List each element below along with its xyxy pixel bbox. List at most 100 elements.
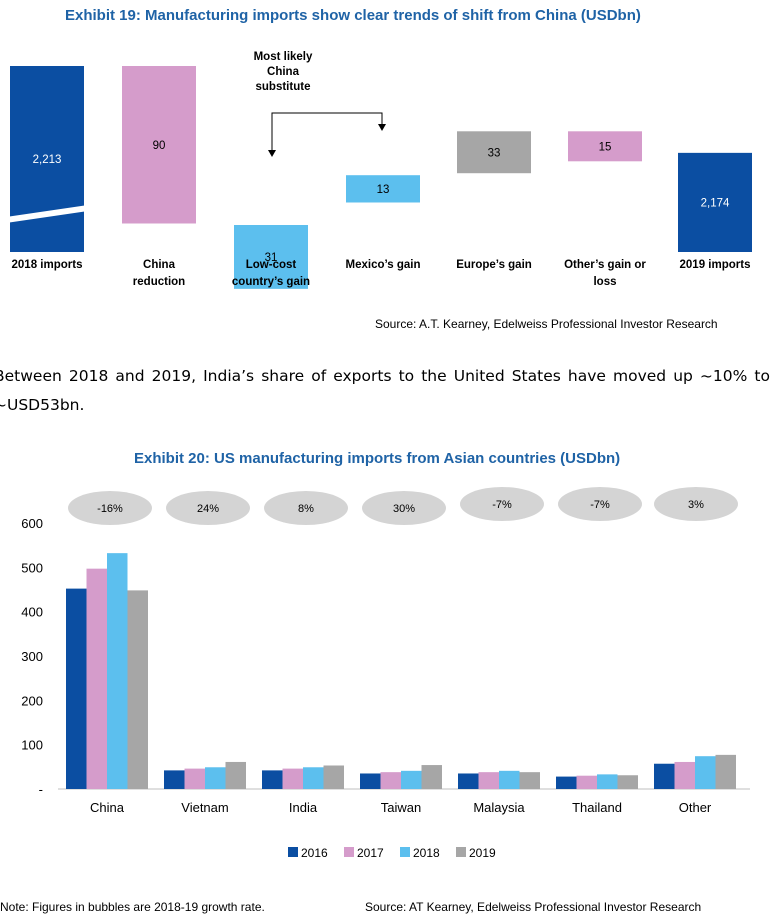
legend-swatch-2018 [400,847,410,857]
growth-bubble-label-3: 30% [393,503,415,515]
growth-bubble-label-4: -7% [492,499,512,511]
bar-other-2018 [695,756,716,789]
bar-china-2018 [107,553,128,789]
annotation-line-2: China [267,66,300,78]
waterfall-value-label-1: 90 [153,140,166,152]
waterfall-category-label-1-1: reduction [133,276,185,288]
growth-bubble-label-1: 24% [197,503,219,515]
waterfall-category-label-5-1: loss [593,276,616,288]
exhibit20-note: Note: Figures in bubbles are 2018-19 gro… [0,900,265,914]
exhibit20-title: Exhibit 20: US manufacturing imports fro… [134,450,621,467]
waterfall-category-label-6-0: 2019 imports [680,259,751,271]
waterfall-bar-5 [568,131,642,162]
bar-china-2017 [86,568,107,789]
waterfall-category-label-5-0: Other’s gain or [564,259,646,271]
bar-vietnam-2019 [225,761,246,789]
bar-malaysia-2019 [519,772,540,789]
bar-vietnam-2016 [164,770,185,789]
y-tick-label-3: 300 [21,649,43,664]
growth-bubble-label-5: -7% [590,499,610,511]
y-tick-label-4: 200 [21,693,43,708]
x-category-label-5: Thailand [572,800,622,815]
waterfall-category-label-2-1: country’s gain [232,276,310,288]
bar-vietnam-2017 [184,768,205,789]
x-category-label-2: India [289,800,318,815]
waterfall-chart: Most likely China substitute 2,213 2018 i… [6,51,752,289]
annotation-line-3: substitute [256,81,311,93]
bar-china-2016 [66,588,87,789]
bar-malaysia-2016 [458,773,479,789]
y-tick-label-2: 400 [21,605,43,620]
bar-other-2017 [674,761,695,789]
waterfall-value-label-4: 33 [488,147,501,159]
growth-bubble-0 [68,491,152,525]
waterfall-bar-2 [234,225,308,289]
bar-india-2016 [262,770,283,789]
bar-taiwan-2018 [401,770,422,789]
waterfall-value-label-3: 13 [377,184,390,196]
x-category-label-1: Vietnam [181,800,228,815]
annotation-line-1: Most likely [254,51,313,63]
bar-india-2018 [303,767,324,789]
bar-vietnam-2018 [205,767,226,789]
waterfall-bar-4 [457,131,531,174]
bar-other-2016 [654,763,675,789]
x-category-label-4: Malaysia [473,800,525,815]
y-tick-label-1: 500 [21,560,43,575]
waterfall-value-label-5: 15 [599,141,612,153]
exhibit20-source: Source: AT Kearney, Edelweiss Profession… [365,900,702,914]
growth-bubble-5 [558,487,642,521]
bar-other-2019 [715,754,736,789]
bar-thailand-2018 [597,774,618,789]
waterfall-category-label-3-0: Mexico’s gain [346,259,421,271]
y-tick-label-0: 600 [21,516,43,531]
waterfall-category-label-4-0: Europe’s gain [456,259,532,271]
y-tick-label-6: - [39,782,43,797]
waterfall-bar-1 [122,66,196,224]
bar-thailand-2016 [556,776,577,789]
substitute-arrow-head-right [378,124,386,131]
legend-swatch-2017 [344,847,354,857]
waterfall-category-label-1-0: China [143,259,176,271]
substitute-arrow-head-left [268,150,276,157]
bar-malaysia-2018 [499,770,520,789]
exhibit19-title: Exhibit 19: Manufacturing imports show c… [65,7,641,24]
substitute-arrow-line [271,112,383,155]
bar-malaysia-2017 [478,772,499,789]
bar-india-2019 [323,765,344,789]
legend-label-2018: 2018 [413,846,440,860]
legend-swatch-2019 [456,847,466,857]
body-paragraph: Between 2018 and 2019, India’s share of … [0,367,770,414]
axis-break-mark [6,205,88,223]
legend-label-2017: 2017 [357,846,384,860]
waterfall-value-label-6: 2,174 [701,197,730,209]
growth-bubble-label-2: 8% [298,503,314,515]
legend-label-2016: 2016 [301,846,328,860]
growth-bubble-3 [362,491,446,525]
x-category-label-3: Taiwan [381,800,421,815]
x-category-label-6: Other [679,800,712,815]
waterfall-value-label-0: 2,213 [33,154,62,166]
legend-label-2019: 2019 [469,846,496,860]
bar-thailand-2019 [617,775,638,789]
growth-bubble-6 [654,487,738,521]
waterfall-category-label-2-0: Low-cost [246,259,297,271]
waterfall-value-label-2: 31 [265,252,278,264]
bar-india-2017 [282,768,303,789]
x-category-label-0: China [90,800,125,815]
exhibit19-source: Source: A.T. Kearney, Edelweiss Professi… [375,317,718,331]
bar-taiwan-2019 [421,765,442,789]
bar-china-2019 [127,590,148,789]
bar-taiwan-2017 [380,772,401,789]
waterfall-bar-0 [10,66,84,252]
growth-bubble-4 [460,487,544,521]
waterfall-bar-3 [346,175,420,203]
bar-thailand-2017 [576,775,597,789]
waterfall-category-label-0-0: 2018 imports [12,259,83,271]
growth-bubble-1 [166,491,250,525]
growth-bubble-label-0: -16% [97,503,123,515]
growth-bubble-label-6: 3% [688,499,704,511]
y-tick-label-5: 100 [21,738,43,753]
bar-taiwan-2016 [360,773,381,789]
waterfall-bar-6 [678,152,752,252]
